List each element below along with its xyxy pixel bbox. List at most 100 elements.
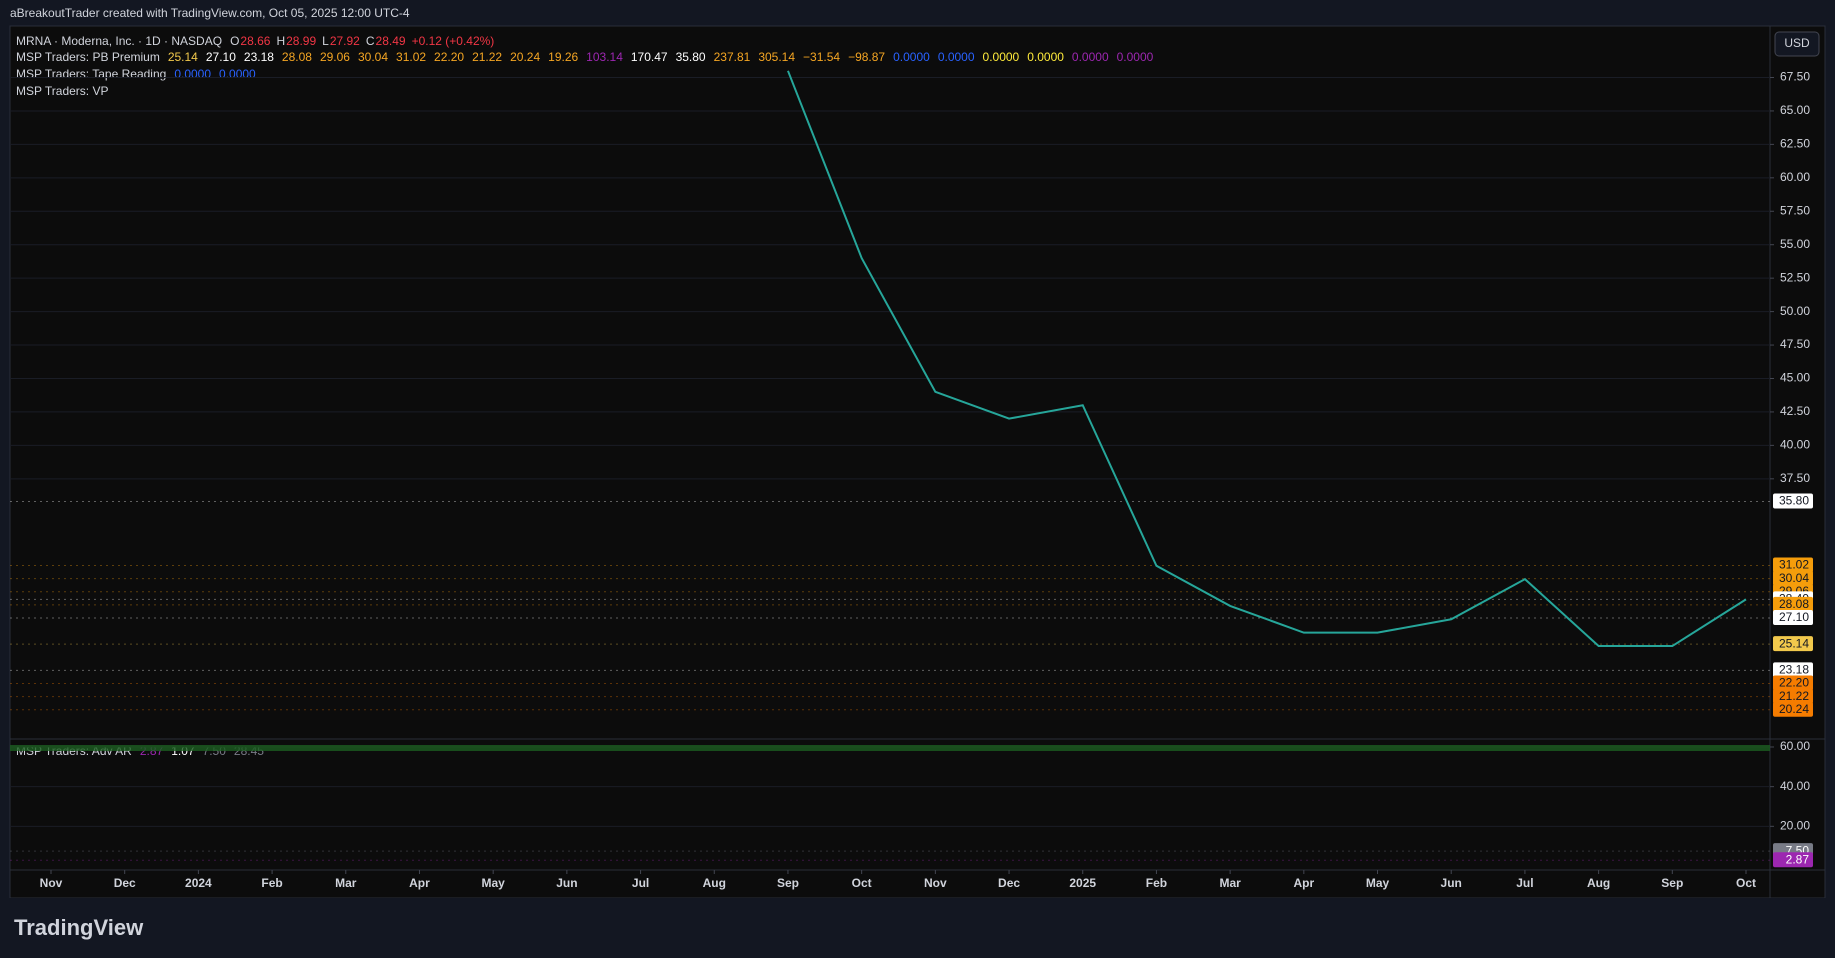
legend-text: MSP Traders: Tape Reading <box>16 67 166 81</box>
y-tick-label: 40.00 <box>1780 779 1810 793</box>
price-marker-label: 22.20 <box>1779 676 1809 690</box>
legend-text: 237.81 <box>714 50 751 64</box>
legend-text: 28.49 <box>376 34 406 48</box>
price-marker <box>1773 557 1813 573</box>
price-marker-label: 28.08 <box>1779 597 1809 611</box>
x-tick-label: Jun <box>1441 876 1462 890</box>
x-tick-label: Dec <box>114 876 136 890</box>
price-marker-label: 25.14 <box>1779 636 1809 650</box>
legend-text: 31.02 <box>396 50 426 64</box>
legend-text: 0.0000 <box>174 67 211 81</box>
price-marker-label: 20.24 <box>1779 702 1809 716</box>
x-tick-label: Sep <box>777 876 799 890</box>
price-marker-label: 23.18 <box>1779 663 1809 677</box>
price-marker-label: 21.22 <box>1779 689 1809 703</box>
price-marker-label: 2.87 <box>1786 852 1810 866</box>
y-tick-label: 60.00 <box>1780 170 1810 184</box>
legend-text: +0.12 (+0.42%) <box>412 34 495 48</box>
legend-text: O <box>230 34 239 48</box>
legend-text: 0.0000 <box>1072 50 1109 64</box>
price-marker <box>1773 570 1813 586</box>
chart-frame <box>9 25 1826 899</box>
x-tick-label: 2024 <box>185 876 212 890</box>
legend-text: −31.54 <box>803 50 840 64</box>
legend-text: L <box>322 34 329 48</box>
legend-text: H <box>276 34 285 48</box>
price-marker-label: 35.80 <box>1779 494 1809 508</box>
currency-button[interactable] <box>1774 31 1820 57</box>
price-marker <box>1773 701 1813 717</box>
price-marker <box>1773 675 1813 691</box>
legend-text: 20.24 <box>510 50 540 64</box>
credit: aBreakoutTrader created with TradingView… <box>10 6 410 20</box>
x-tick-label: May <box>1366 876 1390 890</box>
price-marker-label: 27.10 <box>1779 610 1809 624</box>
y-tick-label: 42.50 <box>1780 404 1810 418</box>
legend-text: 0.0000 <box>983 50 1020 64</box>
currency[interactable]: USD <box>1784 36 1810 50</box>
y-tick-label: 40.00 <box>1780 438 1810 452</box>
y-tick-label: 45.00 <box>1780 371 1810 385</box>
legend-text: 35.80 <box>676 50 706 64</box>
x-tick-label: Apr <box>409 876 430 890</box>
y-tick-label: 47.50 <box>1780 337 1810 351</box>
price-marker-label: 30.04 <box>1779 571 1809 585</box>
x-tick-label: Aug <box>703 876 726 890</box>
y-tick-label: 52.50 <box>1780 270 1810 284</box>
price-marker <box>1773 688 1813 704</box>
x-tick-label: Jul <box>1516 876 1533 890</box>
y-tick-label: 60.00 <box>1780 739 1810 753</box>
x-tick-label: 2025 <box>1069 876 1096 890</box>
x-tick-label: May <box>482 876 506 890</box>
legend-text: 170.47 <box>631 50 668 64</box>
x-tick-label: Jul <box>632 876 649 890</box>
price-line-series <box>787 70 1747 648</box>
footer <box>0 898 1835 958</box>
legend-text: MSP Traders: PB Premium <box>16 50 160 64</box>
legend-text: 30.04 <box>358 50 388 64</box>
legend-text: 27.92 <box>330 34 360 48</box>
x-tick-label: Feb <box>1146 876 1167 890</box>
y-tick-label: 62.50 <box>1780 137 1810 151</box>
legend-text: 29.06 <box>320 50 350 64</box>
price-marker <box>1773 609 1813 625</box>
legend-text: 19.26 <box>548 50 578 64</box>
x-tick-label: Aug <box>1587 876 1610 890</box>
legend-text: MRNA · Moderna, Inc. · 1D · NASDAQ <box>16 34 222 48</box>
x-tick-label: Oct <box>852 876 872 890</box>
y-tick-label: 65.00 <box>1780 103 1810 117</box>
y-tick-label: 37.50 <box>1780 471 1810 485</box>
legend-text: MSP Traders: VP <box>16 84 108 98</box>
legend-text: C <box>366 34 375 48</box>
legend-text: 25.14 <box>168 50 198 64</box>
y-tick-label: 20.00 <box>1780 818 1810 832</box>
legend-text: 305.14 <box>758 50 795 64</box>
legend-text: −98.87 <box>848 50 885 64</box>
x-tick-label: Sep <box>1661 876 1683 890</box>
price-marker <box>1773 662 1813 678</box>
y-tick-label: 55.00 <box>1780 237 1810 251</box>
legend-text: 0.0000 <box>893 50 930 64</box>
x-tick-label: Feb <box>261 876 282 890</box>
legend-text: 0.0000 <box>1027 50 1064 64</box>
legend-text: 0.0000 <box>219 67 256 81</box>
price-marker <box>1773 596 1813 612</box>
legend-text: 23.18 <box>244 50 274 64</box>
x-tick-label: Nov <box>924 876 947 890</box>
x-tick-label: Jun <box>556 876 577 890</box>
x-tick-label: Mar <box>1219 876 1241 890</box>
legend-text: 0.0000 <box>1117 50 1154 64</box>
price-marker <box>1773 493 1813 509</box>
legend-text: 22.20 <box>434 50 464 64</box>
legend-text: 103.14 <box>586 50 623 64</box>
price-marker <box>1773 852 1813 868</box>
legend-text: 28.08 <box>282 50 312 64</box>
legend-text: 27.10 <box>206 50 236 64</box>
signal-strip <box>10 745 1770 751</box>
x-tick-label: Oct <box>1736 876 1756 890</box>
y-tick-label: 67.50 <box>1780 70 1810 84</box>
x-tick-label: Dec <box>998 876 1020 890</box>
price-marker-label: 31.02 <box>1779 558 1809 572</box>
legend-text: 21.22 <box>472 50 502 64</box>
